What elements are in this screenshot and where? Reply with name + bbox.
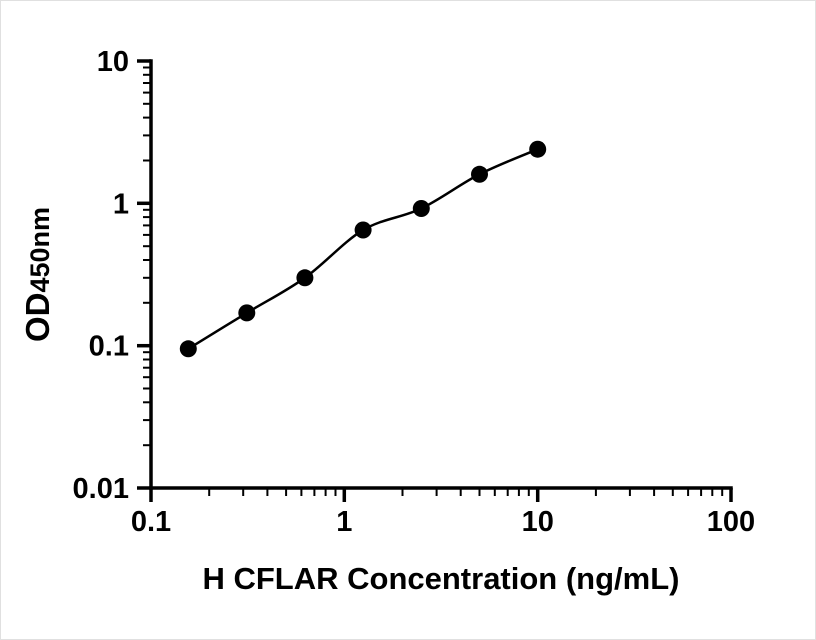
- y-tick-label: 1: [113, 188, 129, 220]
- x-tick-label: 10: [522, 506, 554, 538]
- x-tick-label: 0.1: [131, 506, 171, 538]
- x-tick-label: 1: [336, 506, 352, 538]
- x-tick-label: 100: [707, 506, 755, 538]
- x-axis-title: H CFLAR Concentration (ng/mL): [202, 561, 679, 596]
- data-point: [471, 165, 488, 183]
- data-point: [296, 269, 314, 287]
- data-point: [529, 140, 547, 158]
- y-tick-label: 0.01: [73, 473, 129, 505]
- data-point: [354, 221, 372, 239]
- y-tick-label: 10: [97, 46, 129, 78]
- data-point: [412, 200, 430, 217]
- data-point: [238, 304, 256, 322]
- y-axis-title: OD450nm: [19, 207, 56, 342]
- data-point: [179, 340, 197, 358]
- y-tick-label: 0.1: [89, 331, 129, 363]
